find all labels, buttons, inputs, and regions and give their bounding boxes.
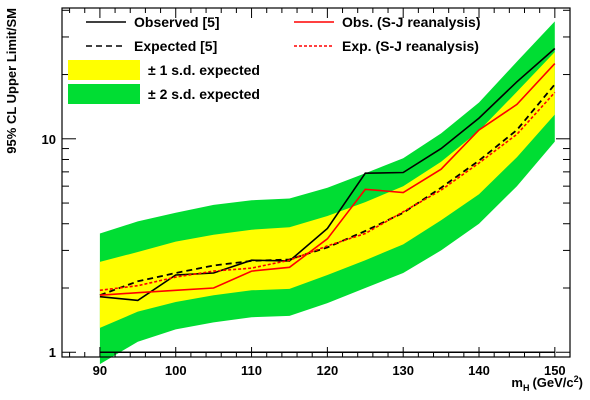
- x-axis-title-units-pre: (GeV/c: [532, 375, 573, 390]
- x-axis-title-units-sup: 2: [574, 374, 579, 384]
- plot-frame: [61, 7, 571, 358]
- obs-sj-line: [99, 63, 556, 296]
- legend-1sd-label: ± 1 s.d. expected: [148, 62, 260, 78]
- x-tick-label: 90: [93, 363, 107, 378]
- x-axis-title-sub: H: [523, 383, 530, 393]
- legend: Observed [5] Obs. (S-J reanalysis) Expecte…: [68, 14, 481, 104]
- legend-2sd-label: ± 2 s.d. expected: [148, 86, 260, 102]
- band-1sd: [99, 52, 555, 328]
- x-tick-label: 100: [165, 363, 187, 378]
- x-tick-label: 150: [544, 363, 566, 378]
- legend-obs-sj-label: Obs. (S-J reanalysis): [342, 14, 481, 30]
- observed-line: [99, 47, 556, 302]
- x-axis-title-main: m: [511, 375, 523, 390]
- x-axis-title: mH (GeV/c2): [511, 374, 583, 393]
- x-axis-title-units-post: ): [579, 375, 583, 390]
- x-tick-label: 120: [317, 363, 339, 378]
- legend-observed-label: Observed [5]: [134, 14, 220, 30]
- expected-line: [99, 83, 556, 297]
- legend-exp-sj-label: Exp. (S-J reanalysis): [342, 38, 479, 54]
- x-tick-label: 130: [392, 363, 414, 378]
- y-tick-label: 1: [49, 345, 56, 360]
- legend-2sd-swatch: [68, 84, 140, 104]
- exp-sj-line: [99, 91, 556, 292]
- series-layer: [99, 47, 556, 302]
- bands-layer: [99, 21, 555, 365]
- x-tick-label: 110: [241, 363, 262, 378]
- legend-expected-label: Expected [5]: [134, 38, 217, 54]
- x-tick-label: 140: [468, 363, 490, 378]
- y-axis-title: 95% CL Upper Limit/SM: [4, 8, 19, 154]
- legend-1sd-swatch: [68, 60, 140, 80]
- y-tick-label: 10: [42, 132, 56, 147]
